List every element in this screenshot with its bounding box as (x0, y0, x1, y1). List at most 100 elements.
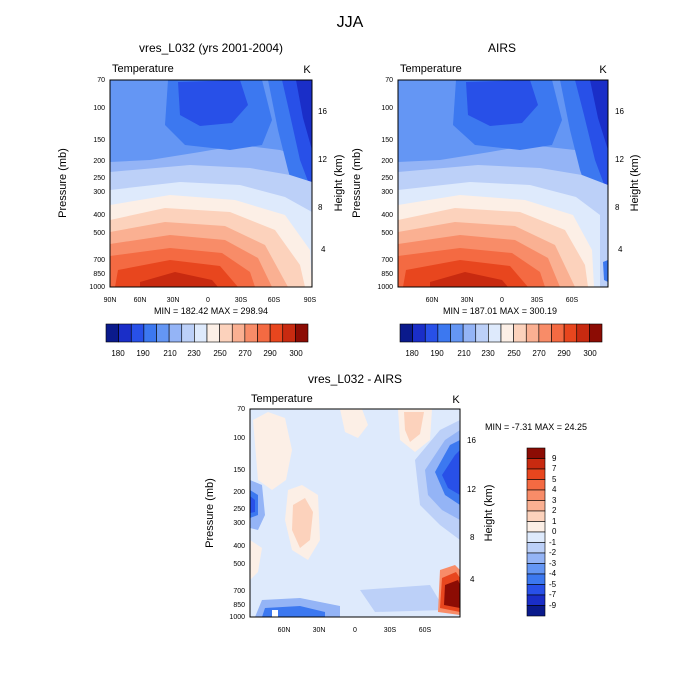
pressure-tick: 300 (233, 520, 245, 527)
colorbar-label: 250 (213, 349, 227, 358)
panel-obs-colorbar-labels: 180 190 210 230 250 270 290 300 (405, 349, 597, 358)
colorbar-swatch (282, 323, 296, 343)
pressure-tick: 70 (385, 77, 393, 84)
pressure-tick: 250 (381, 175, 393, 182)
colorbar-swatch (526, 521, 546, 533)
colorbar-swatch (563, 323, 578, 343)
panel-model-title: vres_L032 (yrs 2001-2004) (139, 41, 283, 55)
pressure-tick: 100 (233, 435, 245, 442)
colorbar-swatch (143, 323, 157, 343)
panel-model-variable-label: Temperature (112, 63, 174, 75)
height-tick: 12 (467, 485, 476, 494)
height-tick: 16 (615, 107, 624, 116)
panel-obs-contours (398, 80, 608, 287)
panel-obs-units: K (599, 64, 607, 76)
colorbar-swatch (105, 323, 119, 343)
colorbar-label: 0 (552, 527, 557, 536)
pressure-tick: 1000 (377, 284, 393, 291)
colorbar-swatch (269, 323, 284, 343)
panel-model-min-max: MIN = 182.42 MAX = 298.94 (154, 306, 268, 316)
panel-diff-variable-label: Temperature (251, 393, 313, 405)
pressure-tick: 300 (93, 189, 105, 196)
pressure-tick: 700 (93, 257, 105, 264)
colorbar-label: 3 (552, 496, 557, 505)
colorbar-label: 180 (111, 349, 125, 358)
colorbar-swatch (244, 323, 258, 343)
pressure-tick: 500 (93, 230, 105, 237)
colorbar-swatch (538, 323, 552, 343)
colorbar-label: 300 (583, 349, 597, 358)
colorbar-swatch (437, 323, 451, 343)
lat-tick: 0 (206, 297, 210, 304)
colorbar-swatch (500, 323, 514, 343)
pressure-tick: 200 (233, 489, 245, 496)
panel-model-height-ticks: 16 12 8 4 (318, 107, 327, 254)
panel-obs-min-max: MIN = 187.01 MAX = 300.19 (443, 306, 557, 316)
colorbar-label: 210 (457, 349, 471, 358)
panel-diff-pressure-ticks: 70 100 150 200 250 300 400 500 700 850 1… (229, 406, 245, 621)
colorbar-swatch (526, 552, 546, 564)
panel-model-colorbar-labels: 180 190 210 230 250 270 290 300 (111, 349, 303, 358)
colorbar-swatch (424, 323, 439, 343)
colorbar-swatch (513, 323, 527, 343)
colorbar-label: 300 (289, 349, 303, 358)
lat-tick: 60S (566, 297, 579, 304)
colorbar-swatch (526, 510, 546, 522)
lat-tick: 30N (313, 627, 326, 634)
colorbar-swatch (526, 531, 546, 543)
panel-diff-contours (250, 409, 460, 617)
colorbar-swatch (526, 573, 546, 585)
lat-tick: 30N (461, 297, 474, 304)
colorbar-swatch (526, 594, 546, 606)
colorbar-swatch (194, 323, 208, 343)
colorbar-swatch (551, 323, 565, 343)
colorbar-label: 290 (557, 349, 571, 358)
panel-obs-lat-ticks: 60N 30N 0 30S 60S (426, 297, 579, 304)
panel-diff-colorbar-labels: 9 7 5 4 3 2 1 0 -1 -2 -3 -4 -5 -7 -9 (549, 454, 557, 610)
pressure-tick: 500 (381, 230, 393, 237)
height-tick: 4 (321, 245, 326, 254)
lat-tick: 60S (268, 297, 281, 304)
colorbar-swatch (488, 323, 502, 343)
panel-model-colorbar (105, 323, 309, 343)
panel-obs-title: AIRS (488, 41, 516, 55)
height-tick: 4 (618, 245, 623, 254)
colorbar-label: -9 (549, 601, 557, 610)
colorbar-swatch (295, 323, 309, 343)
pressure-tick: 70 (97, 77, 105, 84)
panel-obs-ylabel-left: Pressure (mb) (351, 148, 363, 218)
height-tick: 16 (318, 107, 327, 116)
height-tick: 8 (318, 203, 323, 212)
panel-diff-ylabel-left: Pressure (mb) (204, 478, 216, 548)
colorbar-label: 1 (552, 517, 557, 526)
panel-model-ylabel-right: Height (km) (333, 155, 345, 212)
panel-obs-ylabel-right: Height (km) (629, 155, 641, 212)
panel-obs-pressure-ticks: 70 100 150 200 250 300 400 500 700 850 1… (377, 77, 393, 291)
panel-diff-units: K (452, 394, 460, 406)
pressure-tick: 1000 (229, 614, 245, 621)
colorbar-swatch (450, 323, 464, 343)
colorbar-label: 4 (552, 485, 557, 494)
pressure-tick: 250 (93, 175, 105, 182)
lat-tick: 30S (531, 297, 544, 304)
colorbar-swatch (130, 323, 145, 343)
height-tick: 12 (615, 155, 624, 164)
panel-diff-ylabel-right: Height (km) (483, 485, 495, 542)
colorbar-label: 2 (552, 506, 557, 515)
pressure-tick: 500 (233, 561, 245, 568)
colorbar-swatch (412, 323, 426, 343)
colorbar-label: 7 (552, 464, 557, 473)
panel-diff-height-ticks: 16 12 8 4 (467, 436, 476, 584)
colorbar-label: 270 (532, 349, 546, 358)
panel-model-units: K (303, 64, 311, 76)
pressure-tick: 300 (381, 189, 393, 196)
colorbar-swatch (462, 323, 477, 343)
colorbar-label: 290 (263, 349, 277, 358)
panel-model-pressure-ticks: 70 100 150 200 250 300 400 500 700 850 1… (89, 77, 105, 291)
panel-diff: vres_L032 - AIRS Temperature K (204, 372, 587, 634)
colorbar-swatch (219, 323, 233, 343)
colorbar-swatch (231, 323, 246, 343)
pressure-tick: 250 (233, 506, 245, 513)
colorbar-swatch (526, 468, 546, 480)
colorbar-swatch (181, 323, 195, 343)
